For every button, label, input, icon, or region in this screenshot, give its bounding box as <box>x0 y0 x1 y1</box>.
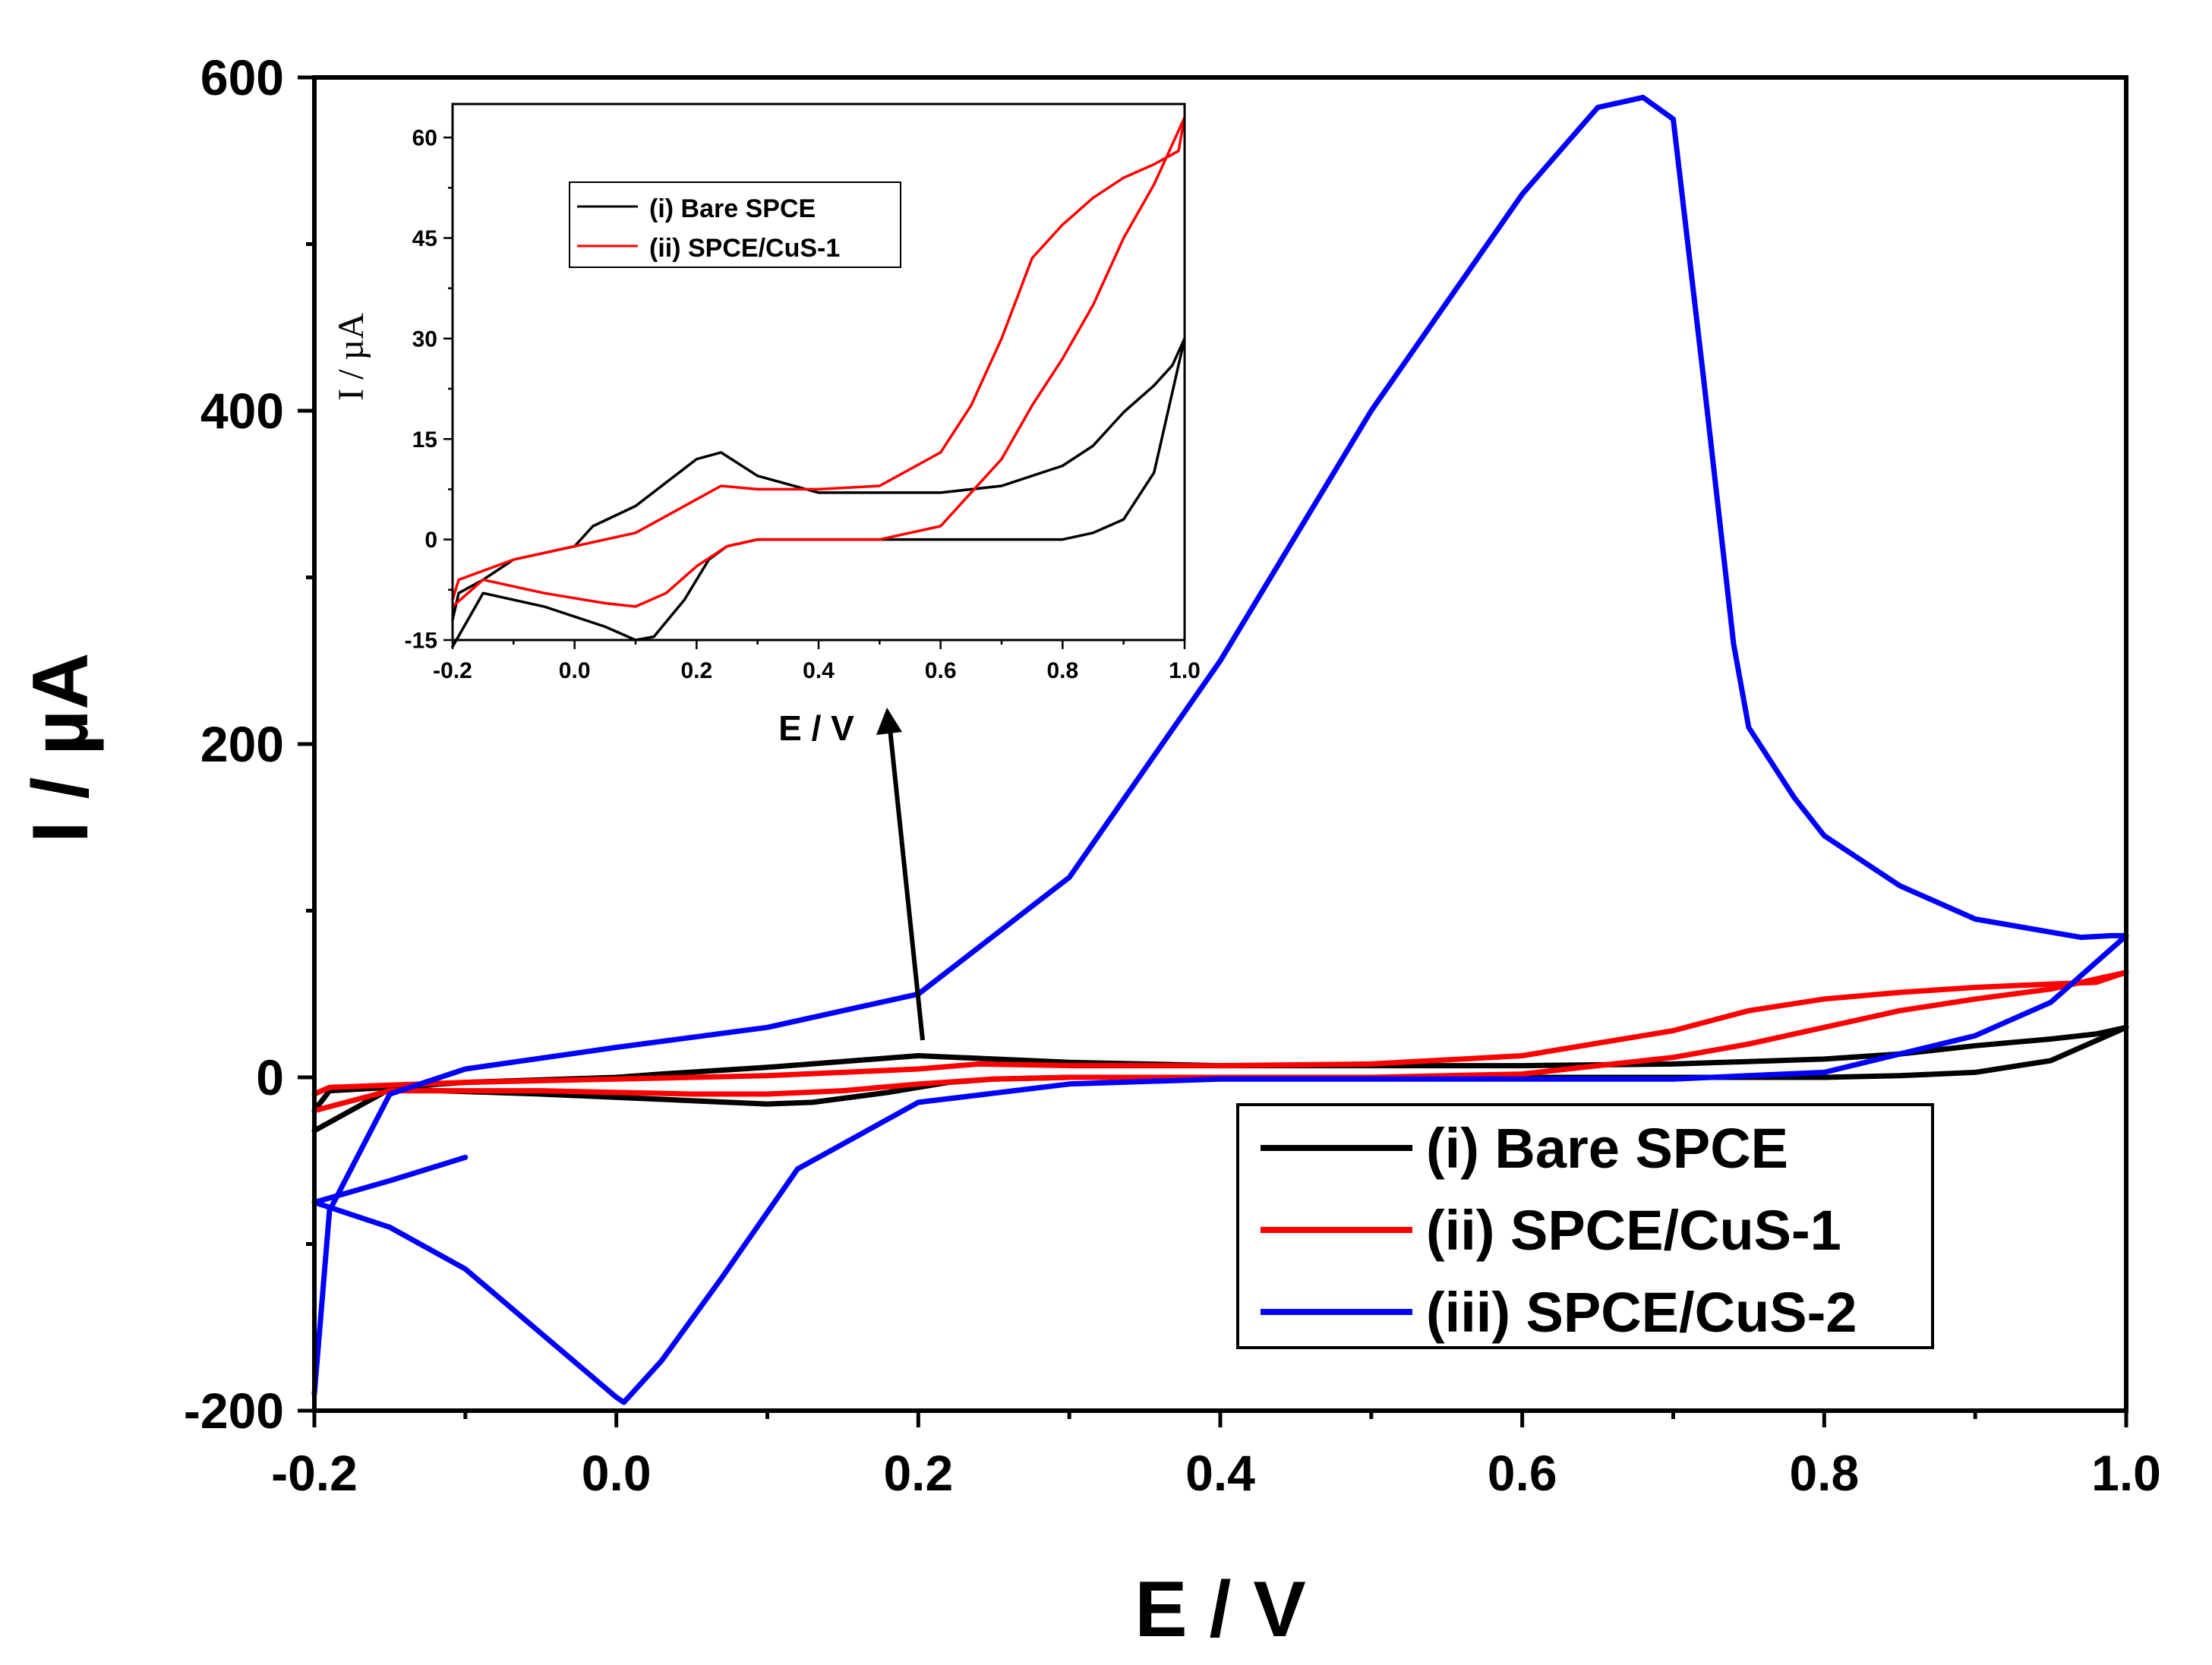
main-x-tick-label: 0.0 <box>582 1445 652 1501</box>
inset-y-tick-label: 30 <box>412 326 437 352</box>
main-x-axis-label: E / V <box>1134 1566 1305 1654</box>
inset-legend-label-bare-spce: (i) Bare SPCE <box>649 194 816 223</box>
inset-y-tick-label: 45 <box>412 226 437 251</box>
main-y-tick-label: 200 <box>200 716 284 772</box>
inset-axis-ticks: -0.2 0.0 0.2 0.4 0.6 0.8 1.0 -15 0 15 30 45 60 <box>405 126 1201 683</box>
main-x-tick-label: -0.2 <box>271 1445 358 1501</box>
inset-x-tick-label: 0.0 <box>559 658 591 683</box>
inset-plot-frame <box>451 102 1186 642</box>
main-x-tick-label: 0.4 <box>1185 1445 1255 1501</box>
main-legend-label-cus-1: (ii) SPCE/CuS-1 <box>1426 1199 1841 1262</box>
inset-series-i-bare-spce <box>451 337 1186 648</box>
inset-y-tick-label: 0 <box>424 528 437 553</box>
inset-legend-label-cus-1: (ii) SPCE/CuS-1 <box>649 234 840 263</box>
inset-legend: (i) Bare SPCE (ii) SPCE/CuS-1 <box>569 181 901 268</box>
inset-y-tick-label: -15 <box>405 629 437 654</box>
inset-y-tick-label: 60 <box>412 126 437 151</box>
inset-y-axis-label: I / µA <box>331 313 371 401</box>
main-legend-label-cus-2: (iii) SPCE/CuS-2 <box>1426 1281 1857 1344</box>
main-plot-frame <box>312 75 2128 1413</box>
main-legend-label-bare-spce: (i) Bare SPCE <box>1426 1117 1788 1180</box>
main-y-tick-label: 0 <box>256 1049 284 1105</box>
main-y-tick-label: 400 <box>200 383 284 439</box>
main-legend: (i) Bare SPCE (ii) SPCE/CuS-1 (iii) SPCE… <box>1236 1103 1934 1349</box>
inset-x-tick-label: -0.2 <box>433 658 472 683</box>
main-series-iii-spce-cus-2 <box>311 94 2129 1405</box>
main-series-ii-spce-cus-1 <box>311 970 2129 1114</box>
inset-pointer-arrow <box>876 708 925 1041</box>
main-x-tick-label: 1.0 <box>2091 1445 2161 1501</box>
inset-x-tick-label: 0.8 <box>1046 658 1078 683</box>
inset-x-tick-label: 0.4 <box>803 658 835 683</box>
inset-plot: -0.2 0.0 0.2 0.4 0.6 0.8 1.0 -15 0 15 30 45 60 E / V… <box>331 102 1201 748</box>
inset-x-tick-label: 0.6 <box>925 658 957 683</box>
main-x-tick-label: 0.8 <box>1789 1445 1859 1501</box>
inset-x-tick-label: 0.2 <box>680 658 712 683</box>
main-y-tick-label: -200 <box>184 1383 284 1439</box>
main-y-tick-label: 600 <box>200 49 284 106</box>
main-x-tick-label: 0.2 <box>883 1445 953 1501</box>
inset-y-tick-label: 15 <box>412 427 437 453</box>
main-x-tick-label: 0.6 <box>1488 1445 1557 1501</box>
inset-legend-box <box>569 181 901 268</box>
inset-x-axis-label: E / V <box>778 708 854 748</box>
main-y-axis-label: I / µA <box>17 653 105 844</box>
inset-x-tick-label: 1.0 <box>1169 658 1201 683</box>
